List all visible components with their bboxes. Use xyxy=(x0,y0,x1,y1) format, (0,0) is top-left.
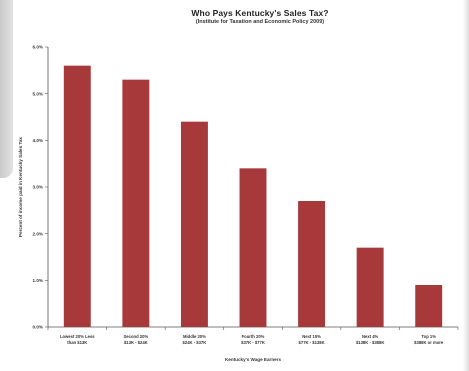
y-tick-label: 4.0% xyxy=(33,138,43,143)
x-tick-label: $13K - $24K xyxy=(124,340,148,345)
bar xyxy=(239,168,267,327)
x-tick-label: Next 15% xyxy=(302,334,321,339)
x-tick-label: $138K - $388K xyxy=(356,340,384,345)
x-tick-label: Top 1% xyxy=(421,334,436,339)
y-tick-label: 3.0% xyxy=(33,185,43,190)
y-axis-title: Percent of income paid in Kentucky Sales… xyxy=(18,137,23,237)
x-tick-label: Next 4% xyxy=(362,334,379,339)
y-tick-label: 6.0% xyxy=(33,45,43,50)
x-tick-label: Lowest 20% Less xyxy=(60,334,95,339)
bar xyxy=(180,121,208,328)
bar xyxy=(298,201,326,327)
x-tick-label: Fourth 20% xyxy=(242,334,265,339)
x-tick-label: Second 20% xyxy=(124,334,149,339)
side-panel-edge xyxy=(0,0,13,178)
y-tick-label: 1.0% xyxy=(33,278,43,283)
x-tick-label: Middle 20% xyxy=(183,334,206,339)
chart-subtitle: (Institute for Taxation and Economic Pol… xyxy=(195,19,325,25)
chart-title: Who Pays Kentucky's Sales Tax? xyxy=(191,8,329,18)
y-tick-label: 2.0% xyxy=(33,231,43,236)
y-tick-label: 0.0% xyxy=(33,325,43,330)
bar xyxy=(122,79,150,328)
x-tick-label: than $13K xyxy=(67,340,87,345)
y-tick-label: 5.0% xyxy=(33,91,43,96)
x-tick-label: $388K or more xyxy=(414,340,444,345)
bar xyxy=(415,285,443,327)
bar xyxy=(63,65,91,328)
right-edge-shadow xyxy=(463,0,469,371)
x-axis-title: Kentucky's Wage Earners xyxy=(225,357,282,362)
bar xyxy=(356,247,384,327)
x-tick-label: $37K - $77K xyxy=(241,340,265,345)
chart-header: Who Pays Kentucky's Sales Tax? (Institut… xyxy=(60,8,460,25)
x-tick-label: $77K - $138K xyxy=(299,340,325,345)
x-tick-label: $24K - $37K xyxy=(183,340,207,345)
